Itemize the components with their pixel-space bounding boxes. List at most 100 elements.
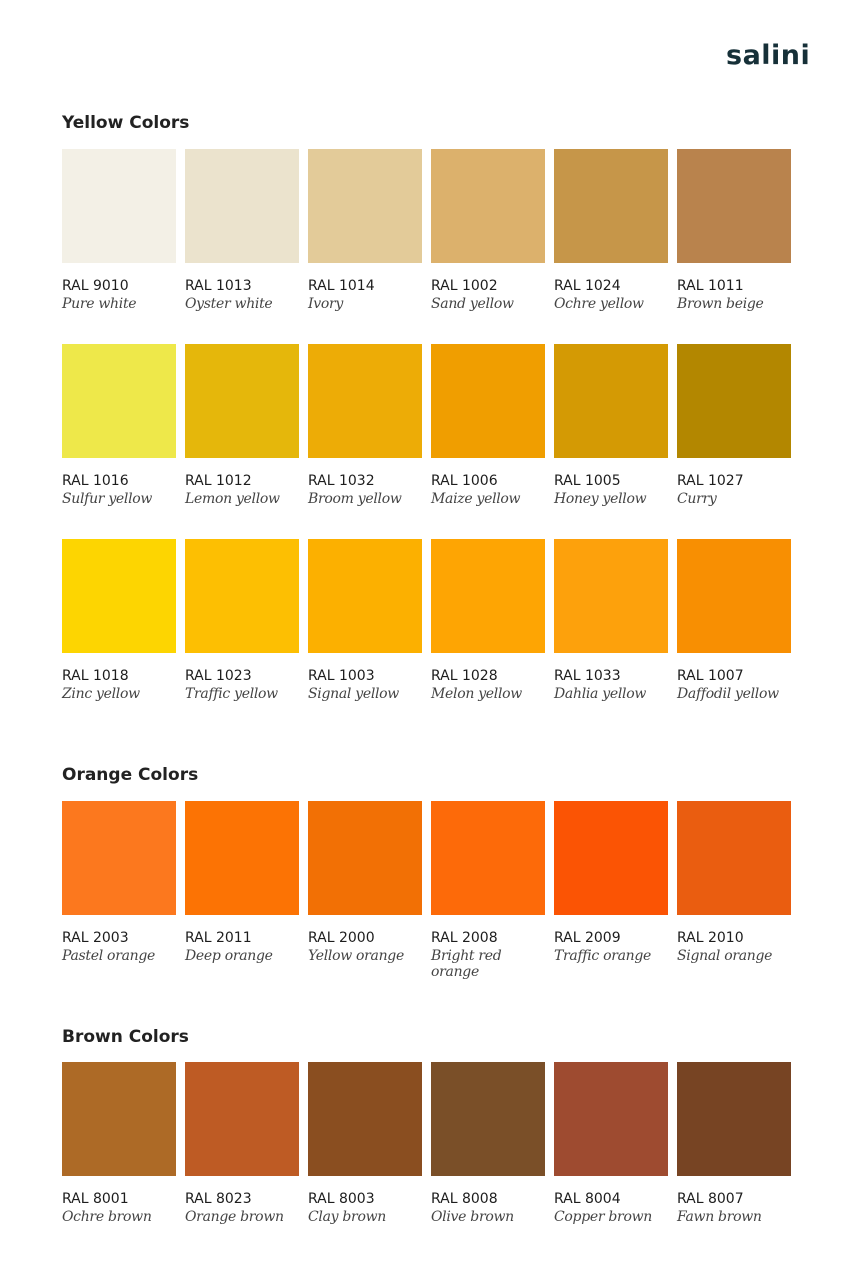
color-code: RAL 8023 <box>185 1191 252 1207</box>
color-swatch <box>431 1062 545 1176</box>
color-card: RAL 1023 Traffic yellow <box>185 539 299 702</box>
swatch-row: RAL 8001 Ochre brown RAL 8023 Orange bro… <box>62 1062 791 1225</box>
color-name: Ochre yellow <box>554 296 644 312</box>
color-name: Pure white <box>62 296 137 312</box>
color-card: RAL 8004 Copper brown <box>554 1062 668 1225</box>
color-name: Sand yellow <box>431 296 514 312</box>
color-code: RAL 2010 <box>677 930 744 946</box>
color-swatch <box>308 344 422 458</box>
color-code: RAL 1027 <box>677 473 744 489</box>
color-code: RAL 2009 <box>554 930 621 946</box>
color-card: RAL 2008 Bright red orange <box>431 801 545 980</box>
color-swatch <box>308 801 422 915</box>
color-code: RAL 1024 <box>554 278 621 294</box>
color-swatch <box>677 1062 791 1176</box>
color-swatch <box>308 149 422 263</box>
color-swatch <box>62 344 176 458</box>
color-card: RAL 1016 Sulfur yellow <box>62 344 176 507</box>
color-name: Lemon yellow <box>185 491 280 507</box>
color-name: Orange brown <box>185 1209 284 1225</box>
color-name: Melon yellow <box>431 686 522 702</box>
color-card: RAL 1013 Oyster white <box>185 149 299 312</box>
color-name: Ivory <box>308 296 343 312</box>
color-swatch <box>677 344 791 458</box>
color-code: RAL 2008 <box>431 930 498 946</box>
color-name: Dahlia yellow <box>554 686 647 702</box>
color-card: RAL 2010 Signal orange <box>677 801 791 980</box>
color-swatch <box>677 539 791 653</box>
color-card: RAL 1032 Broom yellow <box>308 344 422 507</box>
color-swatch <box>554 801 668 915</box>
color-name: Yellow orange <box>308 948 404 964</box>
color-name: Signal orange <box>677 948 773 964</box>
color-code: RAL 2003 <box>62 930 129 946</box>
color-name: Curry <box>677 491 717 507</box>
color-swatch <box>554 344 668 458</box>
color-swatch <box>62 539 176 653</box>
color-name: Honey yellow <box>554 491 647 507</box>
color-swatch <box>431 149 545 263</box>
color-swatch <box>677 149 791 263</box>
color-code: RAL 1032 <box>308 473 375 489</box>
color-code: RAL 1006 <box>431 473 498 489</box>
color-code: RAL 8001 <box>62 1191 129 1207</box>
color-code: RAL 1033 <box>554 668 621 684</box>
color-card: RAL 1006 Maize yellow <box>431 344 545 507</box>
color-swatch <box>308 1062 422 1176</box>
color-code: RAL 9010 <box>62 278 129 294</box>
color-card: RAL 8007 Fawn brown <box>677 1062 791 1225</box>
color-name: Ochre brown <box>62 1209 152 1225</box>
color-swatch <box>308 539 422 653</box>
color-name: Oyster white <box>185 296 273 312</box>
color-swatch <box>431 539 545 653</box>
color-code: RAL 2011 <box>185 930 252 946</box>
color-card: RAL 8003 Clay brown <box>308 1062 422 1225</box>
color-swatch <box>554 149 668 263</box>
color-code: RAL 1028 <box>431 668 498 684</box>
color-swatch <box>185 344 299 458</box>
color-code: RAL 8003 <box>308 1191 375 1207</box>
color-card: RAL 1011 Brown beige <box>677 149 791 312</box>
color-name: Copper brown <box>554 1209 652 1225</box>
color-code: RAL 2000 <box>308 930 375 946</box>
section-heading: Yellow Colors <box>62 113 190 133</box>
swatch-row: RAL 2003 Pastel orange RAL 2011 Deep ora… <box>62 801 791 980</box>
color-card: RAL 1018 Zinc yellow <box>62 539 176 702</box>
section-heading: Orange Colors <box>62 765 199 785</box>
color-swatch <box>185 539 299 653</box>
color-card: RAL 9010 Pure white <box>62 149 176 312</box>
color-code: RAL 1016 <box>62 473 129 489</box>
color-card: RAL 1024 Ochre yellow <box>554 149 668 312</box>
color-code: RAL 1011 <box>677 278 744 294</box>
color-name: Fawn brown <box>677 1209 762 1225</box>
color-name: Daffodil yellow <box>677 686 779 702</box>
color-name: Pastel orange <box>62 948 155 964</box>
color-code: RAL 1018 <box>62 668 129 684</box>
color-card: RAL 8001 Ochre brown <box>62 1062 176 1225</box>
color-swatch <box>431 344 545 458</box>
color-swatch <box>185 801 299 915</box>
color-card: RAL 2009 Traffic orange <box>554 801 668 980</box>
color-card: RAL 1027 Curry <box>677 344 791 507</box>
swatch-row: RAL 9010 Pure white RAL 1013 Oyster whit… <box>62 149 791 312</box>
color-swatch <box>677 801 791 915</box>
color-name: Olive brown <box>431 1209 514 1225</box>
color-code: RAL 8007 <box>677 1191 744 1207</box>
color-code: RAL 8004 <box>554 1191 621 1207</box>
color-name: Traffic yellow <box>185 686 278 702</box>
color-swatch <box>554 539 668 653</box>
color-code: RAL 1007 <box>677 668 744 684</box>
color-card: RAL 1012 Lemon yellow <box>185 344 299 507</box>
color-name: Signal yellow <box>308 686 399 702</box>
color-card: RAL 1002 Sand yellow <box>431 149 545 312</box>
color-card: RAL 2011 Deep orange <box>185 801 299 980</box>
color-card: RAL 1033 Dahlia yellow <box>554 539 668 702</box>
color-name: Broom yellow <box>308 491 402 507</box>
color-name: Clay brown <box>308 1209 386 1225</box>
color-card: RAL 1003 Signal yellow <box>308 539 422 702</box>
color-swatch <box>62 149 176 263</box>
color-code: RAL 8008 <box>431 1191 498 1207</box>
swatch-row: RAL 1018 Zinc yellow RAL 1023 Traffic ye… <box>62 539 791 702</box>
color-code: RAL 1013 <box>185 278 252 294</box>
section-heading: Brown Colors <box>62 1027 189 1047</box>
